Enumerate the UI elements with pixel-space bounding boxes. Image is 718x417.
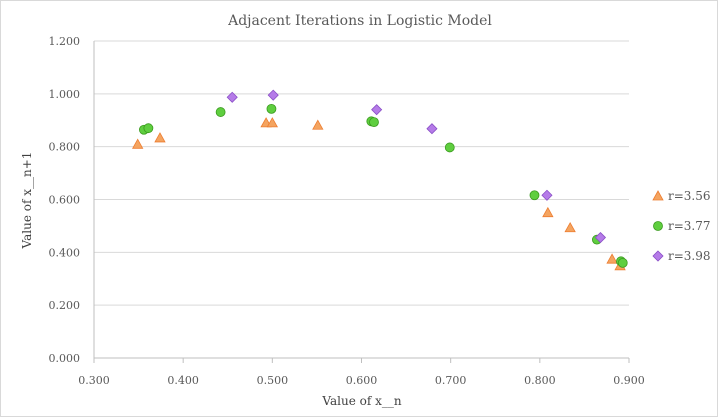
x-tick-label: 0.700 (435, 374, 467, 387)
y-tick-label: 0.000 (49, 352, 81, 365)
data-point (226, 91, 238, 103)
data-point (371, 104, 383, 116)
data-point (542, 206, 554, 218)
x-tick-label: 0.600 (346, 374, 378, 387)
data-point (541, 189, 553, 201)
gridlines (94, 40, 629, 306)
legend-label: r=3.56 (668, 189, 711, 203)
data-point (444, 142, 455, 153)
chart-title: Adjacent Iterations in Logistic Model (227, 13, 492, 29)
data-point (267, 89, 279, 101)
y-axis-label: Value of x__n+1 (20, 152, 34, 250)
x-tick-label: 0.400 (167, 374, 199, 387)
y-tick-label: 1.000 (49, 88, 81, 101)
data-point (606, 253, 618, 264)
x-axis-label: Value of x__n (321, 394, 401, 408)
y-tick-label: 0.400 (49, 246, 81, 259)
data-point (529, 190, 540, 201)
data-point (154, 132, 166, 143)
series-1 (132, 117, 626, 271)
x-tick-label: 0.500 (257, 374, 289, 387)
legend-label: r=3.77 (668, 219, 711, 233)
x-tick-label: 0.900 (613, 374, 645, 387)
y-tick-label: 0.800 (49, 141, 81, 154)
data-point (266, 103, 277, 114)
data-point (617, 257, 628, 268)
data-point (312, 119, 324, 130)
axes: 0.000 0.200 0.400 0.600 0.800 1.000 1.200 0.300… (49, 35, 645, 387)
data-point (143, 123, 154, 134)
series-2 (139, 103, 628, 268)
data-point (266, 117, 279, 128)
y-tick-label: 0.200 (49, 299, 81, 312)
legend-marker (652, 250, 664, 262)
data-point (426, 123, 438, 135)
legend-marker (652, 190, 664, 201)
legend: r=3.56 r=3.77 r=3.98 (652, 189, 711, 263)
data-points (132, 89, 628, 271)
data-point (369, 117, 379, 127)
y-tick-label: 0.600 (49, 194, 81, 207)
y-tick-label: 1.200 (49, 35, 81, 48)
series-3 (226, 89, 607, 244)
legend-marker (653, 221, 663, 231)
x-tick-label: 0.800 (524, 374, 556, 387)
legend-label: r=3.98 (668, 249, 711, 263)
data-point (215, 107, 226, 117)
data-point (132, 138, 144, 149)
x-tick-label: 0.300 (78, 374, 110, 387)
data-point (564, 221, 576, 233)
data-point (594, 231, 607, 244)
